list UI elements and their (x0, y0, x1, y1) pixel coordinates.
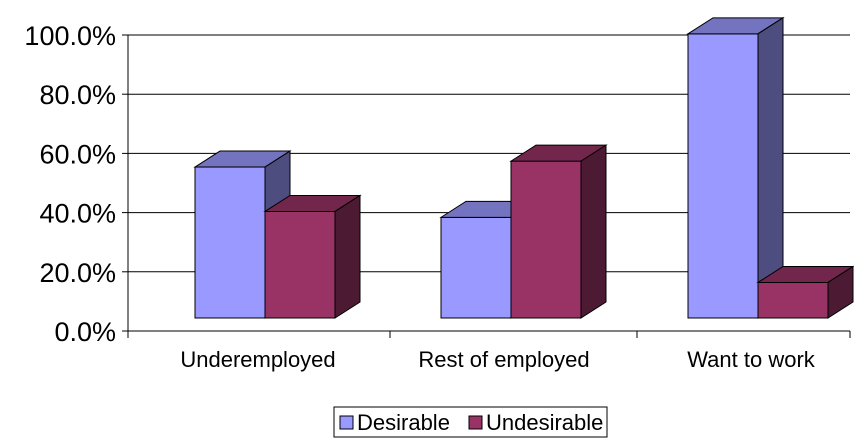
bar-front (440, 216, 512, 319)
x-category-label: Underemployed (180, 347, 335, 372)
y-tick-label: 100.0% (24, 21, 116, 51)
bar-front (687, 33, 759, 319)
y-tick-label: 60.0% (39, 139, 116, 169)
bar-undesirable-2 (756, 265, 854, 319)
bar-undesirable-1 (509, 144, 608, 319)
bar-desirable-2 (686, 16, 785, 319)
legend-swatch-desirable (339, 415, 354, 430)
legend-swatch-undesirable (468, 415, 483, 430)
bar-front (757, 281, 829, 319)
y-tick-label: 80.0% (39, 80, 116, 110)
bar-front (510, 160, 582, 319)
x-category-label: Rest of employed (418, 347, 589, 372)
bar-side (827, 265, 854, 319)
bar-side (334, 194, 361, 319)
legend-label-desirable: Desirable (357, 410, 450, 435)
x-category-label: Want to work (687, 347, 816, 372)
bar-front (194, 166, 266, 319)
bar-front (264, 210, 336, 319)
bars (193, 16, 854, 319)
bar-side (580, 144, 607, 319)
y-tick-label: 40.0% (39, 199, 116, 229)
bar-undesirable-0 (263, 194, 362, 319)
legend-label-undesirable: Undesirable (486, 410, 603, 435)
labels: 0.0% 20.0% 40.0% 60.0% 80.0% 100.0% Underemplo… (24, 21, 815, 372)
y-tick-label: 0.0% (54, 317, 116, 347)
legend: Desirable Undesirable (333, 406, 608, 438)
axes (122, 34, 851, 338)
y-tick-label: 20.0% (39, 258, 116, 288)
